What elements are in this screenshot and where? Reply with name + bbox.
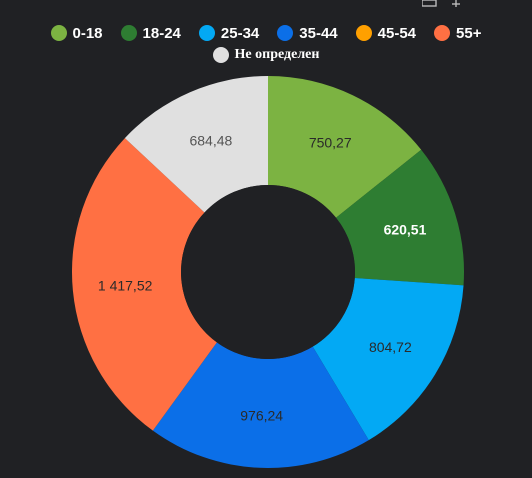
donut-hole [181, 185, 355, 359]
legend-item-6[interactable]: Не определен [212, 44, 320, 66]
slice-1[interactable] [336, 149, 464, 286]
chart-legend: 0-18 18-24 25-34 35-44 45-54 55+ Не определен [0, 22, 532, 66]
slice-0[interactable] [268, 76, 422, 218]
legend-label: 55+ [456, 24, 482, 42]
legend-item-3[interactable]: 35-44 [277, 22, 338, 44]
legend-item-1[interactable]: 18-24 [120, 22, 181, 44]
slice-label-3: 976,24 [240, 407, 283, 423]
slice-3[interactable] [152, 342, 369, 468]
toolbar-icons[interactable] [422, 0, 472, 10]
legend-dot [434, 25, 451, 41]
legend-label: 25-34 [220, 24, 260, 42]
slice-label-5: 1 417,52 [98, 278, 153, 294]
legend-label: Не определен [234, 47, 320, 62]
legend-item-0[interactable]: 0-18 [50, 22, 103, 44]
legend-label: 35-44 [299, 24, 338, 42]
legend-dot [120, 25, 137, 41]
legend-dot [198, 25, 215, 41]
slice-label-1: 620,51 [384, 221, 427, 237]
slice-2[interactable] [312, 277, 464, 441]
legend-dot [355, 25, 372, 41]
legend-dot [50, 25, 67, 41]
legend-item-4[interactable]: 45-54 [355, 22, 417, 44]
legend-label: 45-54 [377, 24, 417, 42]
slice-6[interactable] [124, 76, 268, 213]
legend-item-5[interactable]: 55+ [434, 22, 481, 44]
legend-dot [277, 25, 294, 41]
legend-label: 0-18 [72, 24, 103, 42]
slice-label-6: 684,48 [189, 132, 232, 148]
slice-5[interactable] [71, 138, 217, 431]
legend-item-2[interactable]: 25-34 [198, 22, 260, 44]
slice-label-2: 804,72 [369, 339, 412, 355]
slice-label-0: 750,27 [309, 135, 352, 151]
legend-dot [212, 47, 229, 63]
table-view-icon[interactable] [422, 0, 437, 7]
settings-icon[interactable] [452, 0, 460, 7]
legend-label: 18-24 [142, 24, 181, 42]
